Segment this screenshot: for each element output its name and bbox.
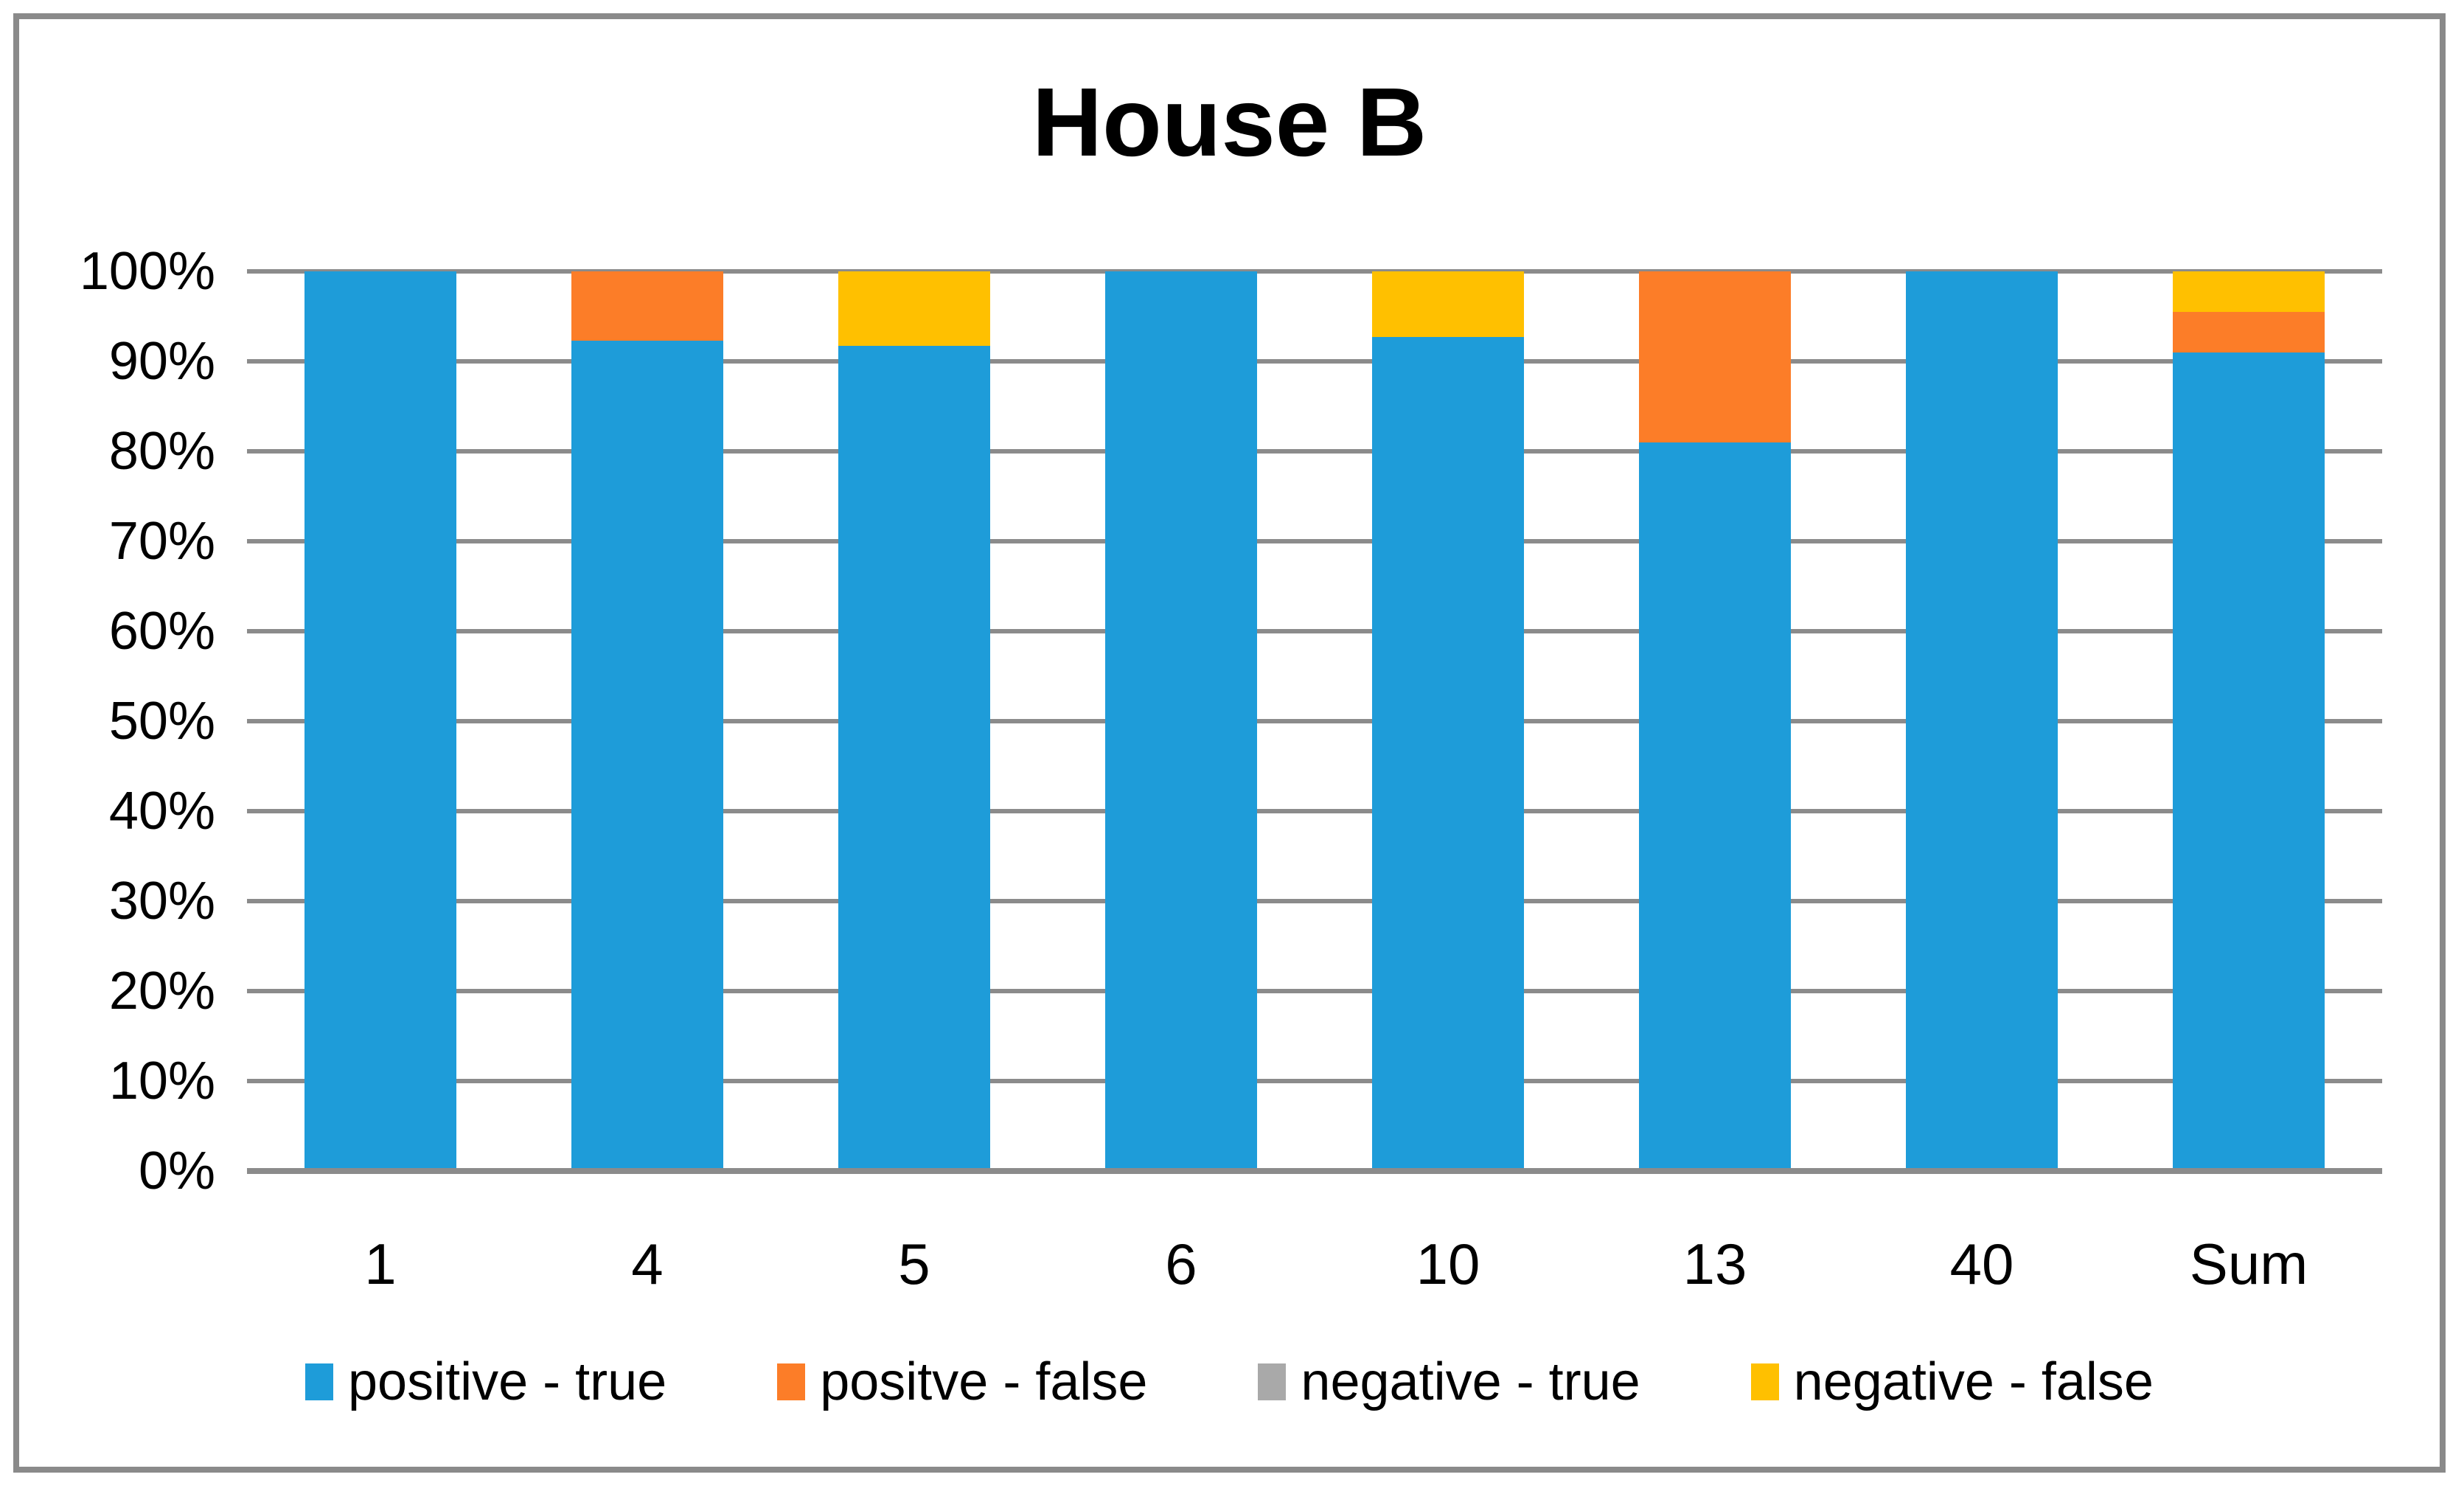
legend-label: negative - false xyxy=(1793,1352,2154,1411)
legend-item: positve - false xyxy=(777,1352,1147,1411)
bar-40 xyxy=(1906,271,2058,1171)
y-tick-label: 90% xyxy=(108,332,215,391)
bar-segment xyxy=(1906,271,2058,1171)
x-category-label: Sum xyxy=(2189,1231,2308,1296)
gridline xyxy=(247,809,2382,813)
plot-area xyxy=(247,269,2382,1174)
bar-segment xyxy=(571,340,723,1171)
y-tick-label: 20% xyxy=(108,962,215,1021)
y-tick-label: 0% xyxy=(138,1142,215,1201)
x-category-label: 40 xyxy=(1949,1231,2014,1296)
gridline xyxy=(247,359,2382,364)
x-axis-line xyxy=(247,1168,2382,1174)
bar-segment xyxy=(1105,271,1257,1171)
bar-Sum xyxy=(2173,271,2325,1171)
bar-segment xyxy=(838,346,990,1171)
bar-1 xyxy=(304,271,456,1171)
y-tick-label: 100% xyxy=(79,242,215,301)
legend-swatch-icon xyxy=(305,1363,334,1400)
gridline xyxy=(247,629,2382,633)
y-axis: 0% 10% 20% 30% 40% 50% 60% 70% 80% 90% 100% xyxy=(0,243,215,1199)
bar-segment xyxy=(838,271,990,347)
y-tick-label: 40% xyxy=(108,782,215,841)
bar-segment xyxy=(2173,352,2325,1171)
bar-13 xyxy=(1639,271,1791,1171)
legend-swatch-icon xyxy=(777,1363,806,1400)
y-tick-label: 50% xyxy=(108,692,215,751)
bar-10 xyxy=(1372,271,1524,1171)
bar-segment xyxy=(1372,337,1524,1171)
chart-title: House B xyxy=(1031,68,1427,176)
gridline xyxy=(247,449,2382,454)
y-tick-label: 80% xyxy=(108,422,215,481)
bar-segment xyxy=(2173,311,2325,352)
y-tick-label: 60% xyxy=(108,602,215,661)
x-category-label: 6 xyxy=(1165,1231,1197,1296)
x-category-label: 10 xyxy=(1416,1231,1480,1296)
legend-swatch-icon xyxy=(1750,1363,1779,1400)
bar-segment xyxy=(1372,271,1524,338)
bar-4 xyxy=(571,271,723,1171)
gridline xyxy=(247,719,2382,723)
legend-item: negative - true xyxy=(1258,1352,1640,1411)
y-tick-label: 30% xyxy=(108,872,215,931)
gridline xyxy=(247,899,2382,903)
bar-segment xyxy=(2173,271,2325,312)
gridline xyxy=(247,1079,2382,1083)
legend-label: positive - true xyxy=(348,1352,667,1411)
x-category-label: 5 xyxy=(898,1231,930,1296)
legend-label: positve - false xyxy=(820,1352,1148,1411)
bar-5 xyxy=(838,271,990,1171)
y-tick-label: 10% xyxy=(108,1052,215,1111)
bar-segment xyxy=(1639,271,1791,442)
x-category-label: 4 xyxy=(631,1231,664,1296)
x-category-label: 13 xyxy=(1682,1231,1747,1296)
gridline xyxy=(247,539,2382,543)
x-category-label: 1 xyxy=(364,1231,397,1296)
legend-item: positive - true xyxy=(305,1352,667,1411)
gridline xyxy=(247,989,2382,993)
y-tick-label: 70% xyxy=(108,512,215,571)
bar-6 xyxy=(1105,271,1257,1171)
legend-item: negative - false xyxy=(1750,1352,2154,1411)
gridline xyxy=(247,269,2382,274)
bar-segment xyxy=(571,271,723,341)
bar-segment xyxy=(1639,442,1791,1171)
legend: positive - true positve - false negative -… xyxy=(13,1352,2446,1411)
legend-swatch-icon xyxy=(1258,1363,1287,1400)
bar-segment xyxy=(304,271,456,1171)
x-axis: 1 4 5 6 10 13 40 Sum xyxy=(247,1227,2382,1316)
legend-label: negative - true xyxy=(1301,1352,1640,1411)
